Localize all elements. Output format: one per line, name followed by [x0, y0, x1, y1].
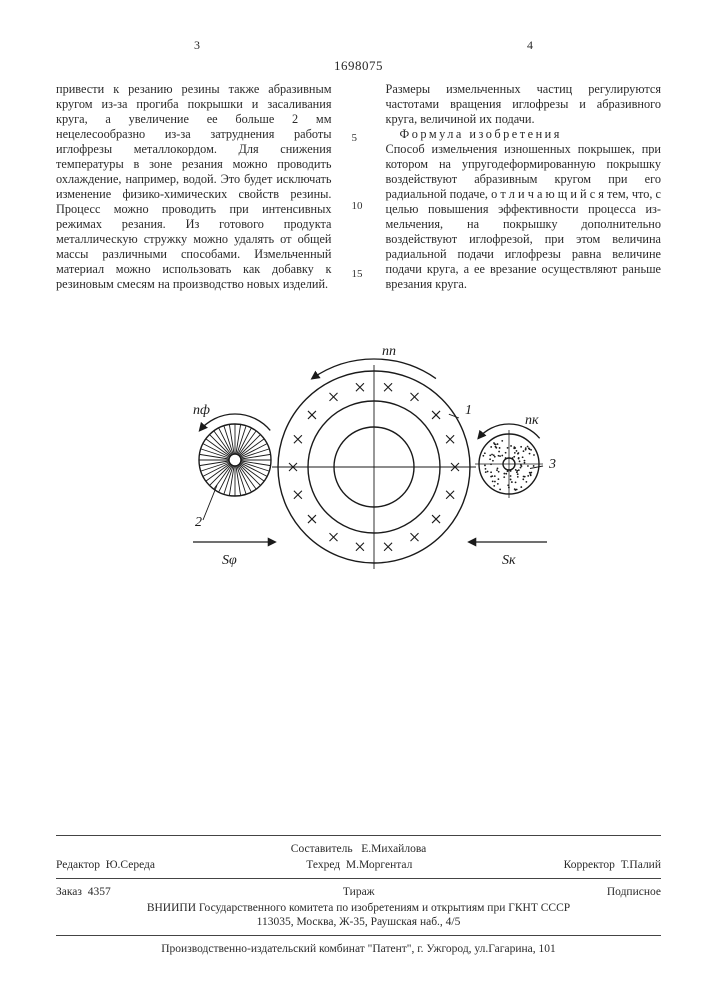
- compiler-name: Е.Михайлова: [361, 843, 426, 855]
- column-numbers: 3 4: [56, 38, 661, 56]
- right-column: Размеры измельченных частиц регули­руютс…: [386, 82, 662, 292]
- techred-name: М.Моргентал: [346, 859, 412, 871]
- techred-cell: Техред М.Моргентал: [306, 858, 412, 872]
- colophon: Составитель Е.Михайлова Редактор Ю.Серед…: [56, 829, 661, 956]
- figure-container: nп 1 nф 2 Sφ nк 3 Sк: [56, 332, 661, 592]
- svg-text:nп: nп: [382, 344, 396, 359]
- corrector-name: Т.Палий: [621, 859, 661, 871]
- editor-label: Редактор: [56, 859, 100, 871]
- svg-text:Sφ: Sφ: [222, 553, 237, 568]
- colnum-right: 4: [527, 38, 533, 53]
- plant-line: Производственно-издательский комбинат "П…: [56, 942, 661, 956]
- order-cell: Заказ 4357: [56, 885, 111, 899]
- rule: [56, 935, 661, 936]
- org-line2: 113035, Москва, Ж-35, Раушская наб., 4/5: [56, 915, 661, 929]
- gutter-15: 15: [352, 268, 363, 281]
- schematic-diagram: nп 1 nф 2 Sφ nк 3 Sк: [149, 332, 569, 592]
- order-label: Заказ: [56, 886, 82, 898]
- svg-text:2: 2: [195, 515, 202, 530]
- left-col-text: привести к резанию резины также абразив­…: [56, 82, 332, 292]
- order-no: 4357: [88, 886, 111, 898]
- techred-label: Техред: [306, 859, 340, 871]
- right-para2: Способ измельчения изношенных по­крышек,…: [386, 142, 662, 292]
- patent-number: 1698075: [56, 58, 661, 74]
- tirazh-label: Тираж: [343, 885, 375, 899]
- editor-name: Ю.Середа: [106, 859, 155, 871]
- gutter-10: 10: [352, 200, 363, 213]
- right-para1: Размеры измельченных частиц регули­руютс…: [386, 82, 662, 127]
- credits-row: Редактор Ю.Середа Техред М.Моргентал Кор…: [56, 858, 661, 872]
- text-columns: привести к резанию резины также абразив­…: [56, 82, 661, 292]
- gutter-5: 5: [352, 132, 358, 145]
- svg-text:3: 3: [548, 457, 556, 472]
- svg-text:nф: nф: [193, 403, 210, 418]
- rule: [56, 878, 661, 879]
- line-number-gutter: 5 10 15: [350, 82, 368, 292]
- formula-heading: Формула изобретения: [386, 127, 662, 142]
- editor-cell: Редактор Ю.Середа: [56, 858, 155, 872]
- svg-text:1: 1: [465, 403, 472, 418]
- org-line1: ВНИИПИ Государственного комитета по изоб…: [56, 901, 661, 915]
- order-row: Заказ 4357 Тираж Подписное: [56, 885, 661, 899]
- colnum-left: 3: [194, 38, 200, 53]
- patent-page: 3 4 1698075 привести к резанию резины та…: [0, 0, 707, 1000]
- compiler-label: Составитель: [291, 843, 353, 855]
- corrector-cell: Корректор Т.Палий: [564, 858, 661, 872]
- corrector-label: Корректор: [564, 859, 615, 871]
- subscr: Подписное: [607, 885, 661, 899]
- svg-text:Sк: Sк: [502, 553, 516, 568]
- svg-text:nк: nк: [525, 413, 539, 428]
- left-column: привести к резанию резины также абразив­…: [56, 82, 332, 292]
- rule: [56, 835, 661, 836]
- compiler-line: Составитель Е.Михайлова: [56, 842, 661, 856]
